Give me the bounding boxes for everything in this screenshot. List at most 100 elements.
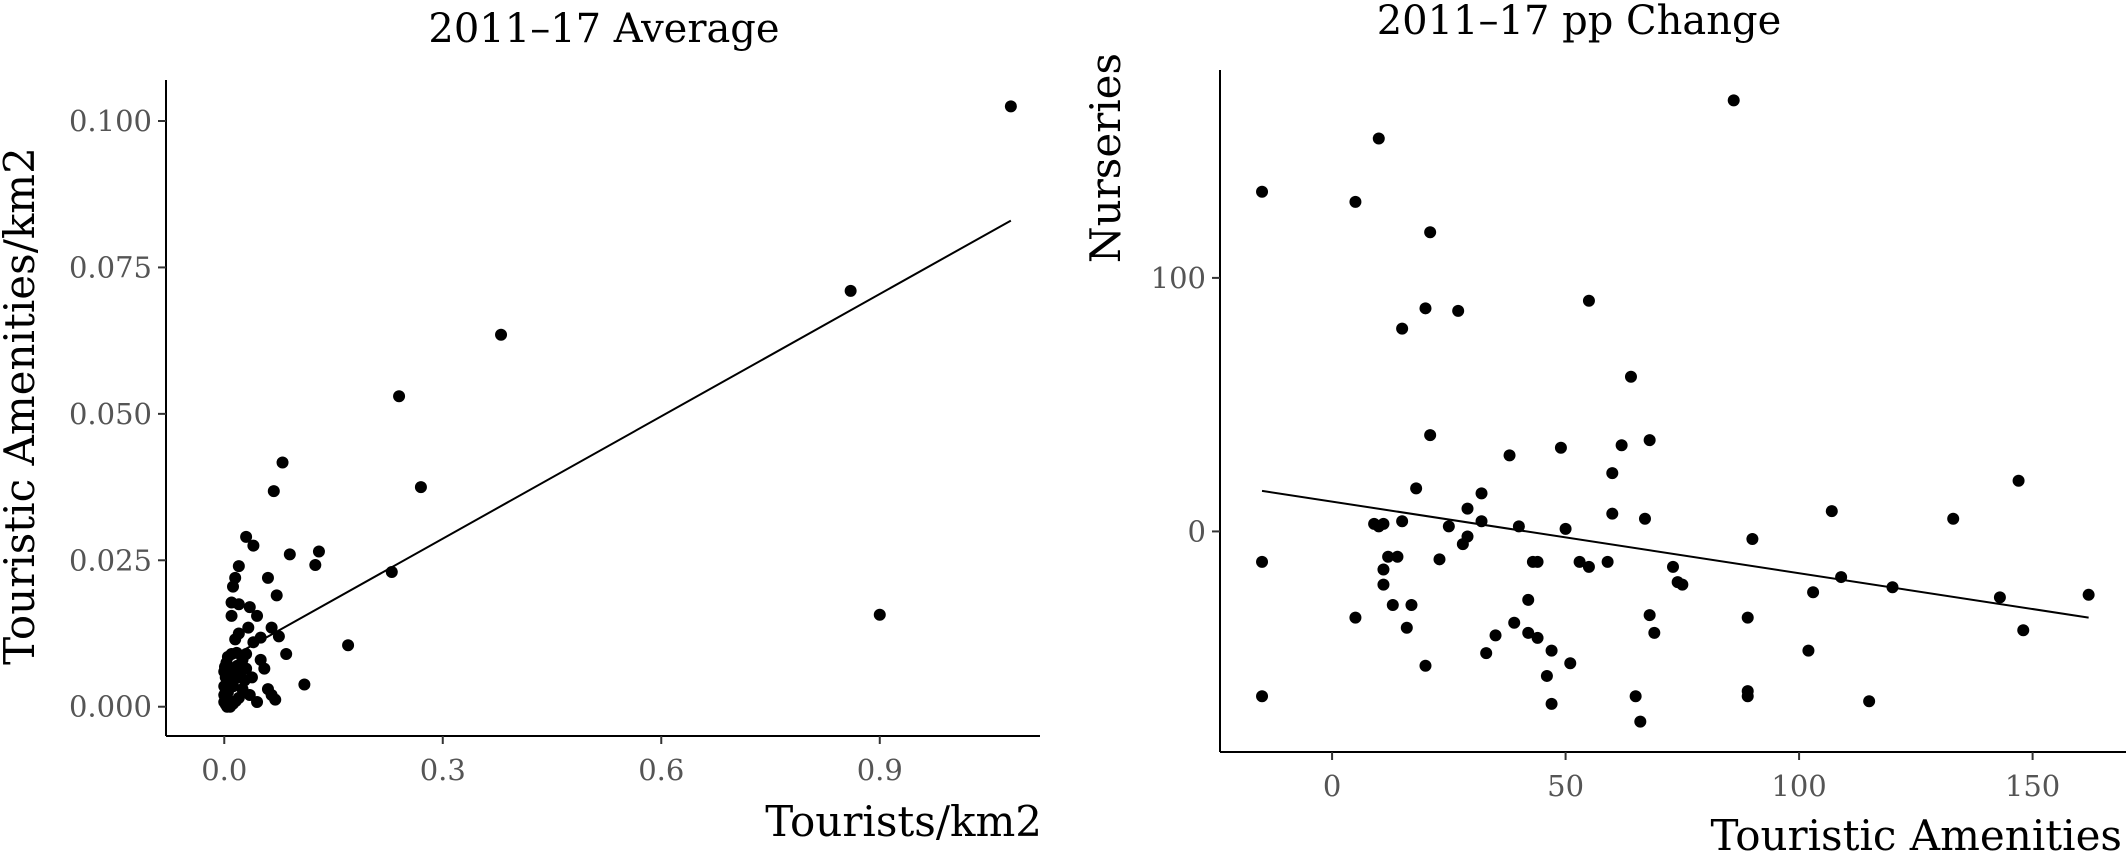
left-data-point [280, 648, 293, 660]
right-data-point [1461, 502, 1474, 515]
right-data-point [1676, 578, 1689, 591]
left-data-point [242, 621, 255, 634]
right-data-point [1475, 487, 1488, 500]
right-data-point [1522, 593, 1535, 606]
right-data-point [1825, 505, 1838, 518]
right-data-point [1410, 482, 1423, 495]
right-data-point [2017, 624, 2030, 637]
right-data-point [1391, 550, 1404, 563]
right-data-point [1545, 697, 1558, 710]
left-data-point [272, 630, 285, 643]
right-data-point [1508, 616, 1521, 629]
right-x-tick-label: 0 [1323, 769, 1341, 803]
left-x-tick-label: 0.6 [638, 753, 684, 787]
right-chart-title: 2011–17 pp Change [1377, 0, 1782, 44]
left-data-point [495, 328, 508, 341]
right-data-point [1863, 695, 1876, 708]
left-data-point [261, 571, 274, 584]
left-data-point [251, 696, 264, 709]
right-data-point [2012, 474, 2025, 487]
right-data-point [1386, 598, 1399, 611]
left-data-point [232, 560, 245, 573]
left-data-point [218, 660, 231, 673]
right-data-point [1382, 550, 1395, 563]
left-data-point [240, 648, 253, 660]
right-x-tick-label: 100 [1771, 769, 1826, 803]
left-data-point [258, 662, 271, 675]
right-ticks: 0 50 100 150 0 100 [1151, 261, 2061, 803]
right-data-point [1802, 644, 1815, 657]
right-x-tick-label: 50 [1547, 769, 1584, 803]
left-data-point [414, 481, 427, 494]
left-data-point [270, 589, 283, 602]
right-data-point [1638, 512, 1651, 525]
right-data-point [1256, 185, 1269, 198]
right-x-axis-label: Touristic Amenities [1710, 811, 2122, 853]
right-data-point [1396, 322, 1409, 335]
left-data-point [312, 545, 325, 558]
right-data-point [1531, 631, 1544, 644]
right-data-point [1405, 598, 1418, 611]
right-data-point [1947, 512, 1960, 525]
right-data-point [1349, 611, 1362, 624]
left-data-point [230, 646, 243, 659]
right-panel: 2011–17 pp Change Nurseries Touristic Am… [1081, 0, 2126, 853]
right-data-point [1256, 555, 1269, 568]
right-points [1256, 94, 2095, 728]
right-data-point [1746, 533, 1759, 546]
right-data-point [1582, 560, 1595, 573]
right-data-point [1540, 669, 1553, 682]
right-x-tick-label: 150 [2005, 769, 2060, 803]
left-y-tick-label: 0.075 [69, 250, 152, 284]
right-data-point [1601, 555, 1614, 568]
left-chart-title: 2011–17 Average [428, 6, 779, 52]
left-data-point [283, 548, 296, 561]
right-data-point [1461, 530, 1474, 543]
left-x-axis-label: Tourists/km2 [765, 797, 1042, 846]
right-data-point [1400, 621, 1413, 634]
right-data-point [1424, 226, 1437, 239]
right-data-point [1741, 690, 1754, 703]
right-data-point [1807, 586, 1820, 599]
left-fit-line [231, 219, 1012, 658]
left-data-point [298, 678, 311, 691]
right-data-point [1475, 515, 1488, 528]
right-data-point [1615, 439, 1628, 452]
right-data-point [1531, 555, 1544, 568]
right-data-point [1559, 522, 1572, 535]
right-data-point [1424, 429, 1437, 442]
right-data-point [1993, 591, 2006, 604]
left-panel: 2011–17 Average Touristic Amenities/km2 … [0, 6, 1042, 846]
left-x-tick-label: 0.0 [201, 753, 247, 787]
left-data-point [385, 566, 398, 578]
right-data-point [1419, 659, 1432, 672]
left-data-point [247, 539, 260, 552]
left-data-point [225, 596, 238, 609]
left-data-point [240, 530, 253, 543]
left-data-point [276, 456, 289, 469]
right-data-point [1396, 515, 1409, 528]
right-data-point [1727, 94, 1740, 107]
right-data-point [1442, 520, 1455, 533]
right-data-point [1512, 520, 1525, 533]
left-data-point [251, 609, 264, 622]
right-data-point [1741, 611, 1754, 624]
right-data-point [1522, 626, 1535, 639]
right-data-point [1634, 715, 1647, 728]
right-data-point [1377, 517, 1390, 530]
right-data-point [1489, 629, 1502, 642]
right-data-point [2082, 588, 2095, 601]
left-data-point [225, 609, 238, 622]
right-data-point [1573, 555, 1586, 568]
right-data-point [1667, 560, 1679, 573]
right-data-point [1582, 294, 1595, 307]
right-data-point [1606, 467, 1619, 480]
right-y-tick-label: 0 [1188, 514, 1206, 548]
right-y-tick-label: 100 [1151, 261, 1206, 295]
left-data-point [265, 621, 278, 634]
left-data-point [229, 672, 242, 685]
left-data-point [844, 284, 857, 297]
right-data-point [1564, 657, 1577, 670]
left-ticks: 0.0 0.3 0.6 0.9 0.000 0.025 0.050 0.075 0.100 [69, 104, 903, 787]
